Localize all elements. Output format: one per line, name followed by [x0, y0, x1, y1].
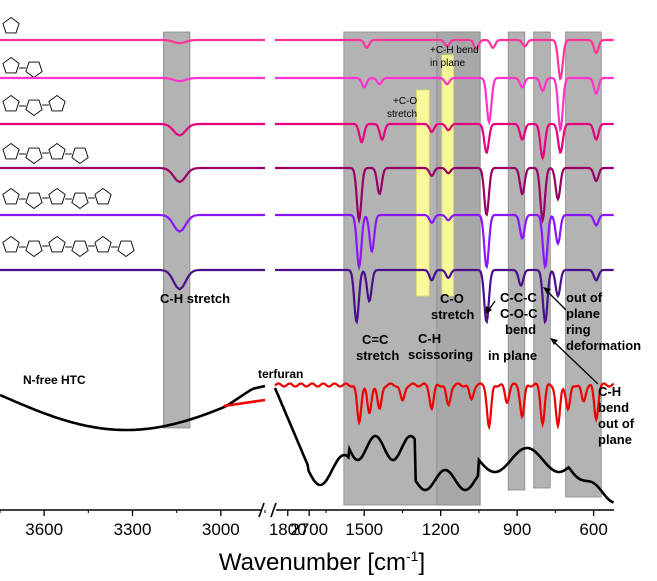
annotation-cc-stretch-2: stretch	[356, 348, 399, 363]
annotation-chb-4: plane	[598, 432, 632, 447]
x-tick-label: 900	[503, 520, 531, 539]
x-tick-label: 1200	[422, 520, 460, 539]
furan-ring	[2, 187, 20, 205]
axis-break-2	[270, 502, 277, 518]
spectrum-s3-left	[0, 122, 265, 137]
furan-ring	[25, 240, 43, 258]
arrow-oop-head	[543, 287, 551, 294]
annotation-ch-stretch: C-H stretch	[160, 291, 230, 306]
axis-break-1	[258, 502, 265, 518]
annotation-chb-3: out of	[598, 416, 635, 431]
furan-ring	[94, 187, 112, 205]
furan-ring	[71, 192, 89, 210]
arrow-ccc-head	[486, 306, 492, 314]
highlight-band-5	[565, 31, 602, 498]
molecule-s2	[2, 56, 43, 79]
x-tick-label: 600	[579, 520, 607, 539]
furan-ring	[25, 99, 43, 117]
highlight-bands	[163, 31, 602, 506]
x-tick-label: 3300	[114, 520, 152, 539]
spectrum-s3-right	[275, 122, 614, 161]
annotation-ch-sciss-2: scissoring	[408, 347, 473, 362]
furan-ring	[2, 142, 20, 160]
annotation-plus-ch-2: in plane	[430, 58, 465, 69]
annotation-chb-1: C-H	[598, 384, 621, 399]
highlight-band-3	[507, 31, 526, 491]
molecule-s3	[2, 94, 66, 117]
spectrum-s5-left	[0, 213, 265, 233]
x-tick-label: 1500	[345, 520, 383, 539]
arrow-chb-head	[550, 338, 558, 345]
spectrum-s4-right	[275, 166, 614, 225]
arrow-oop	[545, 289, 567, 311]
furan-ring	[48, 187, 66, 205]
furan-ring	[2, 235, 20, 253]
spectrum-s4-left	[0, 166, 265, 184]
spectrum-s6-left	[0, 268, 265, 291]
annotation-cc-stretch-1: C=C	[362, 332, 389, 347]
spectrum-s2-left	[0, 76, 265, 83]
htc-spectrum-left	[0, 384, 266, 432]
furan-ring	[25, 61, 43, 79]
annotation-oop-4: deformation	[566, 338, 641, 353]
annotation-ch-sciss-1: C-H	[418, 331, 441, 346]
spectrum-s6-right	[275, 268, 614, 325]
furan-ring	[48, 142, 66, 160]
annotation-ccc-1: C-C-C	[500, 290, 537, 305]
band-annotations: C-H stretch C=C stretch C-O stretch C-H …	[23, 45, 641, 447]
furan-ring	[71, 147, 89, 165]
x-tick-label: 3600	[25, 520, 63, 539]
molecule-s6	[2, 235, 135, 258]
furan-ring	[2, 94, 20, 112]
x-tick-label: 1800	[269, 520, 307, 539]
terfuran-spectrum-left	[223, 398, 266, 408]
annotation-oop-1: out of	[566, 290, 603, 305]
furan-ring	[2, 16, 20, 34]
annotation-ccc-2: C-O-C	[500, 306, 538, 321]
annotation-co-stretch-1: C-O	[440, 291, 464, 306]
molecule-s4	[2, 142, 89, 165]
annotation-oop-3: ring	[566, 322, 591, 337]
highlight-band-7	[441, 54, 454, 297]
htc-spectrum-right	[273, 387, 614, 504]
furan-ring	[25, 192, 43, 210]
spectrum-s1-left	[0, 38, 265, 45]
highlight-band-6	[416, 89, 430, 297]
arrow-chb	[552, 340, 599, 385]
furan-oligomer-series	[0, 38, 614, 325]
furan-ring	[48, 235, 66, 253]
annotation-ccc-3: bend	[505, 322, 536, 337]
furan-ring	[71, 240, 89, 258]
furan-ring	[48, 94, 66, 112]
annotation-ccc-4: in plane	[488, 348, 537, 363]
annotation-plus-co-1: +C-O	[393, 96, 417, 107]
spectrum-s5-right	[275, 213, 614, 272]
bottom-spectra	[0, 382, 615, 504]
furan-ring	[117, 240, 135, 258]
annotation-chb-2: bend	[598, 400, 629, 415]
x-tick-label: 2700	[290, 520, 328, 539]
highlight-band-4	[533, 31, 551, 489]
molecule-s5	[2, 187, 112, 210]
annotation-plus-co-2: stretch	[387, 109, 417, 120]
htc-label: N-free HTC	[23, 373, 86, 387]
annotation-plus-ch-1: +C-H bend	[430, 45, 479, 56]
x-tick-label: 3000	[202, 520, 240, 539]
annotation-oop-2: plane	[566, 306, 600, 321]
furan-ring	[25, 147, 43, 165]
molecule-structures	[2, 16, 135, 258]
furan-ring	[2, 56, 20, 74]
molecule-s1	[2, 16, 20, 34]
terfuran-spectrum-right	[274, 382, 615, 431]
annotation-co-stretch-2: stretch	[431, 307, 474, 322]
x-axis-title: Wavenumber [cm-1]	[219, 548, 425, 576]
furan-ring	[94, 235, 112, 253]
spectrum-s1-right	[275, 38, 614, 82]
spectrum-s2-right	[275, 76, 614, 133]
terfuran-label: terfuran	[258, 367, 303, 381]
